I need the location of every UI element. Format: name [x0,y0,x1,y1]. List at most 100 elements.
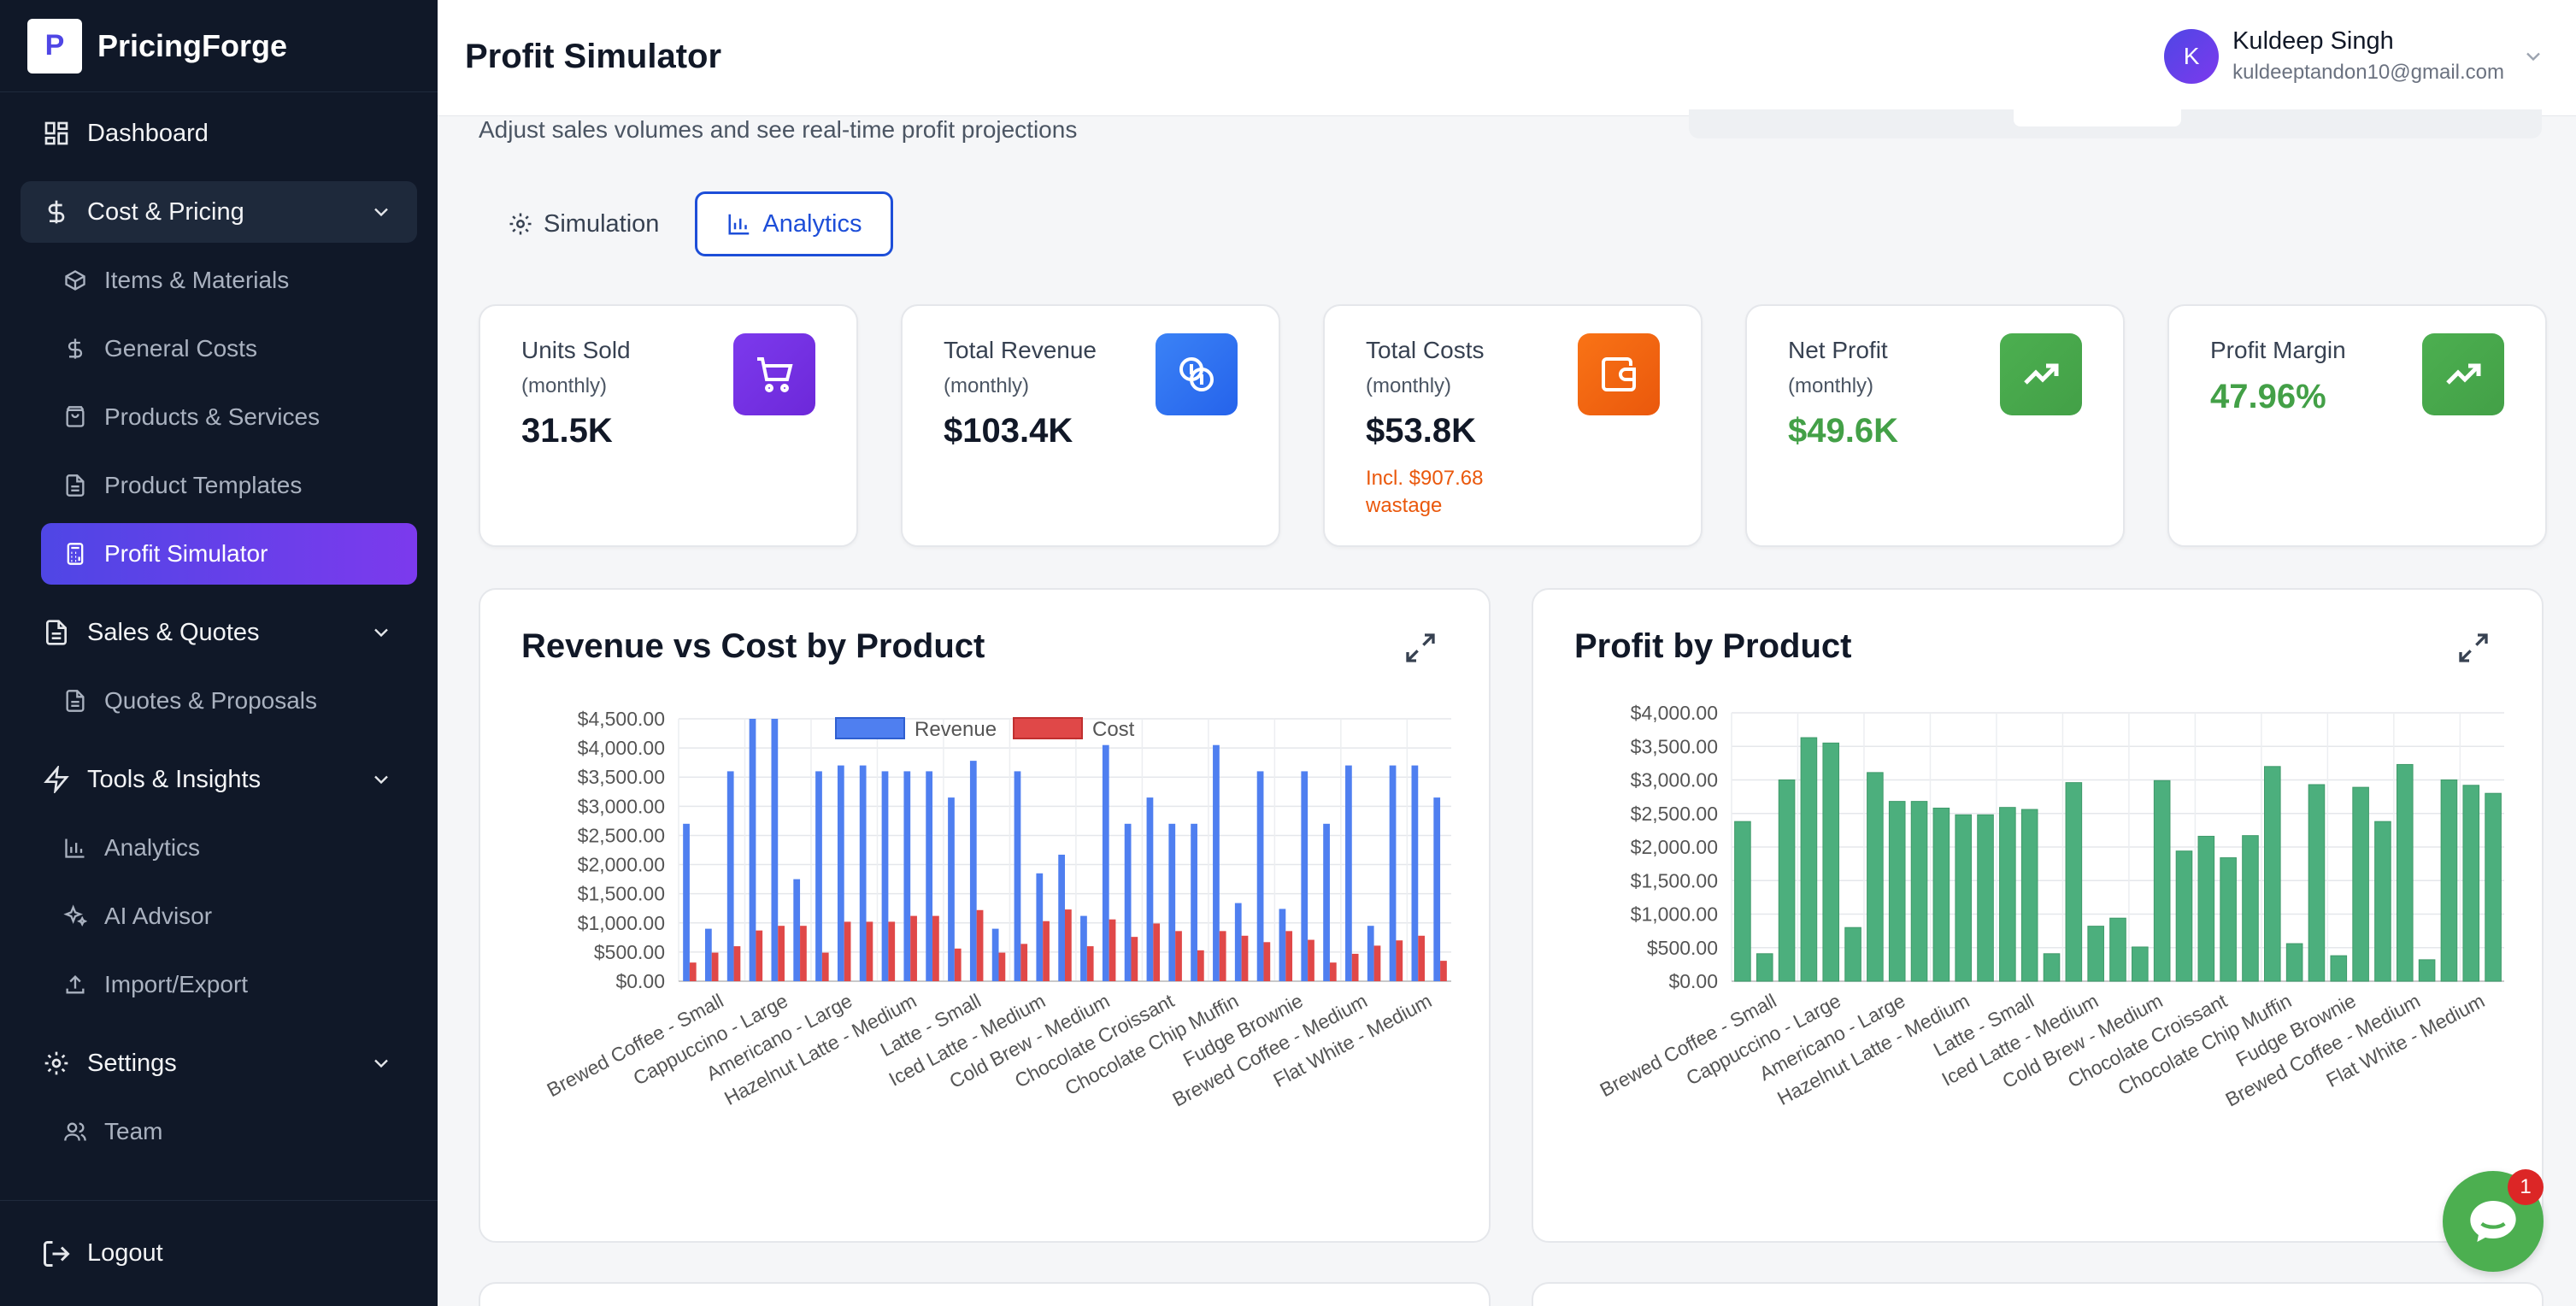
sidebar-item-label: Import/Export [104,971,249,997]
tab-analytics[interactable]: Analytics [695,191,894,256]
logout-label: Logout [87,1239,163,1267]
bar-revenue [1036,873,1044,981]
bar-cost [1418,935,1426,981]
sidebar-item-dashboard[interactable]: Dashboard [21,103,417,164]
y-tick-label: $3,500.00 [1631,735,1718,757]
bar-revenue [1345,765,1352,981]
expand-icon[interactable] [1403,631,1438,665]
sidebar-item-analytics[interactable]: Analytics [41,817,417,879]
bar-revenue [1256,771,1264,981]
sidebar-item-product-templates[interactable]: Product Templates [41,455,417,516]
bar-cost [1175,931,1182,981]
cart-icon [733,333,815,415]
tab-simulation[interactable]: Simulation [479,191,688,256]
kpi-card-net-profit: Net Profit (monthly) $49.6K [1745,304,2125,547]
bar-cost [1219,931,1226,981]
brand[interactable]: P PricingForge [0,0,438,92]
sidebar-item-items-materials[interactable]: Items & Materials [41,250,417,311]
bar-cost [844,921,851,981]
bar-cost [756,930,763,981]
bar-revenue [991,928,999,981]
sidebar: P PricingForge Dashboard Cost & Pricing … [0,0,438,1306]
bar-profit [2220,857,2237,982]
sidebar-item-general-costs[interactable]: General Costs [41,318,417,379]
revenue-vs-cost-chart: $0.00 $500.00 $1,000.00 $1,500.00 $2,000.00 $… [544,708,1451,1111]
coins-icon [1156,333,1238,415]
bar-profit [2485,792,2502,982]
bar-revenue [1058,854,1065,981]
sidebar-item-label: Dashboard [87,119,209,147]
gear-icon [41,1048,72,1079]
sidebar-item-team[interactable]: Team [41,1101,417,1162]
bar-revenue [837,765,844,981]
bar-cost [1065,909,1072,981]
logout-button[interactable]: Logout [0,1200,438,1306]
sidebar-item-label: Analytics [104,834,201,861]
y-tick-label: $4,000.00 [578,737,665,759]
bar-revenue [926,771,933,981]
sidebar-group-cost-pricing[interactable]: Cost & Pricing [21,181,417,243]
bar-profit [2153,779,2171,982]
bar-cost [733,946,741,981]
chevron-down-icon [374,628,388,638]
partially-hidden-toolbar [1689,109,2542,138]
sidebar-item-label: General Costs [104,335,257,362]
legend-label-cost: Cost [1092,718,1135,741]
legend-swatch-cost [1013,717,1083,739]
kpi-value: $103.4K [944,412,1073,450]
legend-swatch-revenue [835,717,905,739]
revenue-vs-cost-panel: Revenue vs Cost by Product $0.00 $500.00 $… [479,588,1491,1243]
page-subtitle: Adjust sales volumes and see real-time p… [479,116,1078,143]
bar-profit [2264,766,2281,982]
sidebar-group-label: Tools & Insights [87,765,262,793]
kpi-value: 31.5K [521,412,613,450]
sidebar-group-tools-insights[interactable]: Tools & Insights [21,749,417,810]
chevron-down-icon [374,1059,388,1068]
sidebar-item-profit-simulator[interactable]: Profit Simulator [41,523,417,585]
file-icon [62,472,89,499]
user-menu[interactable]: K Kuldeep Singh kuldeeptandon10@gmail.co… [2164,27,2545,85]
logout-icon [44,1240,70,1267]
bar-revenue [1014,771,1021,981]
bar-cost [910,915,917,981]
bar-cost [866,921,873,981]
sidebar-item-products-services[interactable]: Products & Services [41,386,417,448]
wallet-icon [1578,333,1660,415]
trending-up-icon [2000,333,2082,415]
sidebar-group-settings[interactable]: Settings [21,1032,417,1094]
kpi-value: $53.8K [1366,412,1476,450]
top-bar: Profit Simulator K Kuldeep Singh kuldeep… [438,0,2576,116]
bar-profit [2374,821,2391,982]
bar-profit [1756,953,1773,982]
sidebar-item-quotes-proposals[interactable]: Quotes & Proposals [41,670,417,732]
sidebar-item-ai-advisor[interactable]: AI Advisor [41,885,417,947]
gear-icon [509,213,532,235]
sidebar-item-label: Products & Services [104,403,321,430]
sidebar-item-import-export[interactable]: Import/Export [41,954,417,1015]
bar-cost [1373,945,1381,981]
profit-by-product-chart: $0.00 $500.00 $1,000.00 $1,500.00 $2,000.00 $… [1597,702,2504,1111]
file-text-icon [41,617,72,648]
bar-profit [2308,784,2326,982]
y-tick-label: $2,500.00 [1631,803,1718,825]
sidebar-group-label: Settings [87,1049,177,1077]
bar-profit [2352,786,2369,982]
bar-revenue [1433,797,1441,981]
kpi-period: (monthly) [1366,374,1452,397]
bar-revenue [903,771,911,981]
bar-cost [1020,944,1028,981]
dollar-icon [41,197,72,227]
bar-revenue [771,719,779,981]
bar-profit [1932,807,1950,982]
bar-cost [1131,937,1138,981]
expand-icon[interactable] [2456,631,2491,665]
sidebar-group-sales-quotes[interactable]: Sales & Quotes [21,602,417,663]
bar-profit [2330,955,2348,982]
bar-revenue [749,719,756,981]
bar-profit [1910,801,1928,982]
kpi-label: Profit Margin [2210,337,2346,363]
bar-profit [2440,779,2458,982]
y-tick-label: $500.00 [1647,937,1718,959]
bar-revenue [726,771,734,981]
bar-revenue [1323,823,1330,981]
